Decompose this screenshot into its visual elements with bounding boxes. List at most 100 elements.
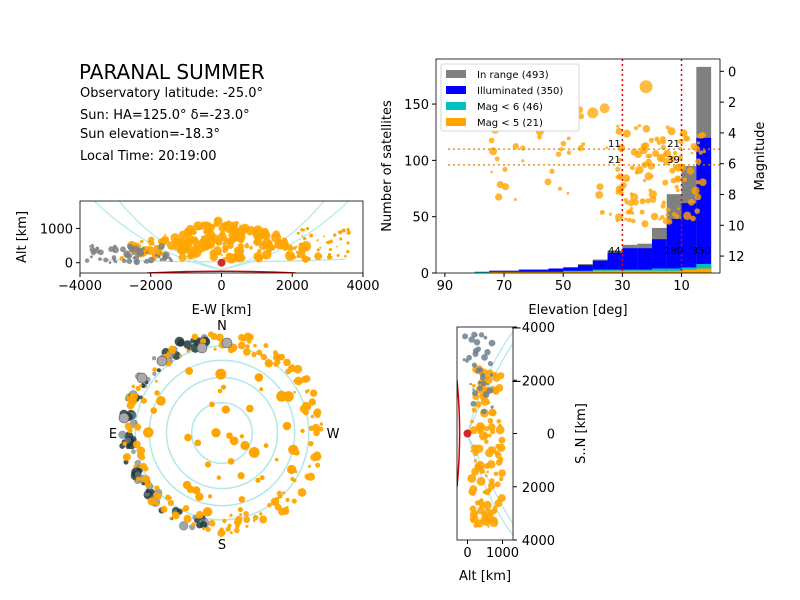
satellite-illuminated [308,398,317,406]
magnitude-point [639,145,648,155]
magnitude-point [634,126,639,131]
satellite-illuminated [150,241,155,246]
magnitude-point [668,155,676,163]
magnitude-point [558,186,563,191]
satellite-shadowed [89,245,92,248]
satellite-shadowed [134,260,139,265]
satellite-illuminated [139,384,143,387]
satellite-illuminated [469,485,478,494]
satellite-illuminated [208,223,216,231]
satellite-shadowed [489,373,494,377]
satellite-illuminated [227,458,235,465]
satellite-illuminated [220,384,227,390]
magnitude-point [699,178,707,187]
satellite-illuminated [326,240,331,245]
satellite-illuminated [469,505,477,513]
magnitude-point [642,178,647,183]
magnitude-point [615,127,623,135]
magnitude-point [654,136,660,142]
satellite-shadowed [470,400,477,407]
satellite-shadowed [472,388,475,391]
satellite-illuminated [237,472,245,480]
satellite-shadowed [144,258,150,264]
count-annotation: 44 [608,246,621,257]
satellite-illuminated [487,433,492,438]
y2-tick-label: 0 [728,65,736,80]
satellite-shadowed [103,257,109,263]
satellite-shadowed [145,251,149,254]
satellite-illuminated [229,221,238,230]
magnitude-point [587,107,599,119]
satellite-illuminated [135,476,141,482]
satellite-illuminated [184,433,192,442]
satellite-illuminated [200,236,208,244]
satellite-shadowed [152,356,157,361]
satellite-shadowed [124,437,132,444]
satellite-illuminated [286,505,289,509]
satellite-illuminated [124,422,133,431]
magnitude-point [566,150,572,155]
satellite-illuminated [248,446,260,458]
legend: In range (493) Illuminated (350) Mag < 6 (… [440,63,580,132]
legend-label: Mag < 6 (46) [477,102,543,113]
x-axis-label: Alt [km] [459,569,511,584]
histogram-bar [651,239,667,273]
satellite-illuminated [202,247,206,251]
satellite-illuminated [240,440,250,451]
satellite-illuminated [140,397,147,404]
legend-label: Illuminated (350) [477,86,563,97]
satellite-illuminated [261,250,272,260]
histogram-bar [563,267,578,273]
satellite-shadowed [221,337,233,349]
magnitude-point [695,158,702,165]
magnitude-point [666,218,673,225]
magnitude-point [615,166,621,172]
satellite-illuminated [182,480,192,490]
satellite-shadowed [471,331,478,338]
histogram-bar [622,270,638,273]
elevation-ring [165,376,279,490]
magnitude-point [645,154,650,159]
compass-south: S [218,538,226,553]
magnitude-point [677,207,680,211]
magnitude-point [559,147,564,152]
satellite-illuminated [255,477,261,483]
satellite-illuminated [315,462,321,468]
satellite-illuminated [326,255,331,259]
satellite-illuminated [192,486,201,495]
satellite-illuminated [296,255,300,258]
satellite-illuminated [493,471,499,477]
satellite-illuminated [186,349,190,353]
satellite-illuminated [469,426,478,435]
magnitude-point [555,151,562,157]
histogram-bar [622,248,638,273]
magnitude-point [488,137,495,144]
satellite-illuminated [263,343,269,349]
satellite-illuminated [473,522,479,528]
satellite-illuminated [245,345,249,349]
satellite-illuminated [495,443,501,449]
magnitude-point [682,177,688,182]
magnitude-point [694,208,700,214]
satellite-illuminated [289,364,295,370]
satellite-shadowed [480,380,487,387]
satellite-illuminated [219,230,226,237]
magnitude-point [634,170,639,175]
magnitude-point [626,217,632,223]
satellite-illuminated [259,512,263,516]
y-tick-label: 50 [412,211,429,226]
satellite-illuminated [220,254,223,257]
satellite-illuminated [283,391,294,402]
x-tick-label: 30 [614,279,631,294]
magnitude-point [502,166,508,172]
x-tick-label: −4000 [58,279,102,294]
satellite-illuminated [243,226,247,230]
satellite-illuminated [140,478,145,482]
satellite-shadowed [120,246,126,253]
magnitude-point [696,141,700,145]
satellite-shadowed [486,383,489,386]
satellite-shadowed [134,252,138,255]
satellite-illuminated [301,401,311,410]
magnitude-point [581,142,586,147]
